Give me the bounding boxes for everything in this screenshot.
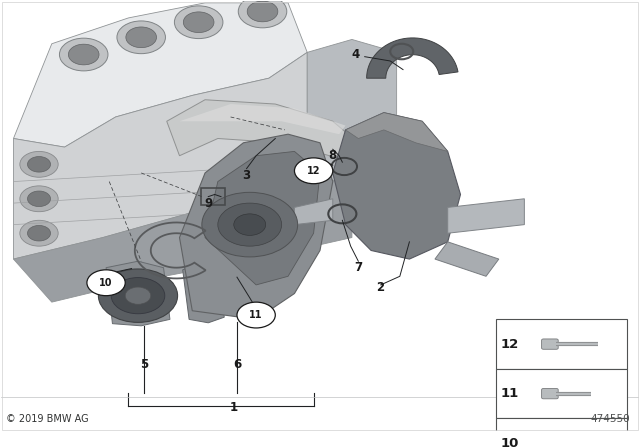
Wedge shape bbox=[60, 38, 108, 71]
Wedge shape bbox=[218, 203, 282, 246]
Wedge shape bbox=[28, 157, 51, 172]
Text: 8: 8 bbox=[329, 149, 337, 162]
Wedge shape bbox=[126, 27, 157, 47]
Polygon shape bbox=[346, 112, 448, 151]
Polygon shape bbox=[167, 100, 358, 160]
Polygon shape bbox=[106, 261, 170, 326]
Text: 3: 3 bbox=[243, 168, 251, 181]
Bar bbox=[495, 369, 627, 418]
Polygon shape bbox=[182, 263, 224, 323]
Circle shape bbox=[541, 437, 559, 448]
Text: 11: 11 bbox=[500, 387, 519, 400]
Polygon shape bbox=[179, 104, 346, 134]
Polygon shape bbox=[307, 39, 397, 186]
Polygon shape bbox=[13, 52, 307, 259]
Text: 5: 5 bbox=[140, 358, 148, 371]
Text: 12: 12 bbox=[307, 166, 321, 176]
Wedge shape bbox=[174, 6, 223, 39]
Wedge shape bbox=[28, 191, 51, 207]
Text: 2: 2 bbox=[376, 280, 385, 293]
Polygon shape bbox=[13, 3, 307, 147]
Text: 4: 4 bbox=[351, 48, 359, 61]
Text: 9: 9 bbox=[204, 197, 212, 210]
Circle shape bbox=[125, 287, 151, 304]
Circle shape bbox=[111, 278, 165, 314]
Text: 10: 10 bbox=[500, 437, 519, 448]
Text: 11: 11 bbox=[250, 310, 263, 320]
Circle shape bbox=[99, 269, 177, 323]
FancyBboxPatch shape bbox=[541, 339, 558, 349]
Circle shape bbox=[237, 302, 275, 328]
Wedge shape bbox=[20, 220, 58, 246]
Text: 10: 10 bbox=[99, 278, 113, 288]
Polygon shape bbox=[367, 38, 458, 78]
Polygon shape bbox=[294, 199, 333, 224]
Bar bbox=[495, 319, 627, 369]
Polygon shape bbox=[13, 173, 352, 302]
Polygon shape bbox=[205, 151, 320, 285]
Wedge shape bbox=[117, 21, 166, 54]
Wedge shape bbox=[20, 186, 58, 212]
Text: © 2019 BMW AG: © 2019 BMW AG bbox=[6, 414, 88, 423]
Text: 6: 6 bbox=[233, 358, 241, 371]
Wedge shape bbox=[20, 151, 58, 177]
Circle shape bbox=[294, 158, 333, 184]
Polygon shape bbox=[435, 242, 499, 276]
Text: 474550: 474550 bbox=[590, 414, 630, 423]
FancyBboxPatch shape bbox=[541, 388, 558, 399]
Bar bbox=[495, 418, 627, 448]
Wedge shape bbox=[238, 0, 287, 28]
Polygon shape bbox=[448, 199, 524, 233]
Wedge shape bbox=[68, 44, 99, 65]
Text: 1: 1 bbox=[230, 401, 238, 414]
Bar bbox=[200, 189, 225, 205]
Wedge shape bbox=[183, 12, 214, 33]
Circle shape bbox=[87, 270, 125, 296]
Wedge shape bbox=[234, 214, 266, 235]
Polygon shape bbox=[179, 134, 333, 319]
Wedge shape bbox=[28, 225, 51, 241]
Wedge shape bbox=[202, 192, 298, 257]
Text: 12: 12 bbox=[500, 338, 519, 351]
Polygon shape bbox=[333, 112, 461, 259]
Text: 7: 7 bbox=[355, 261, 362, 274]
Wedge shape bbox=[247, 1, 278, 22]
